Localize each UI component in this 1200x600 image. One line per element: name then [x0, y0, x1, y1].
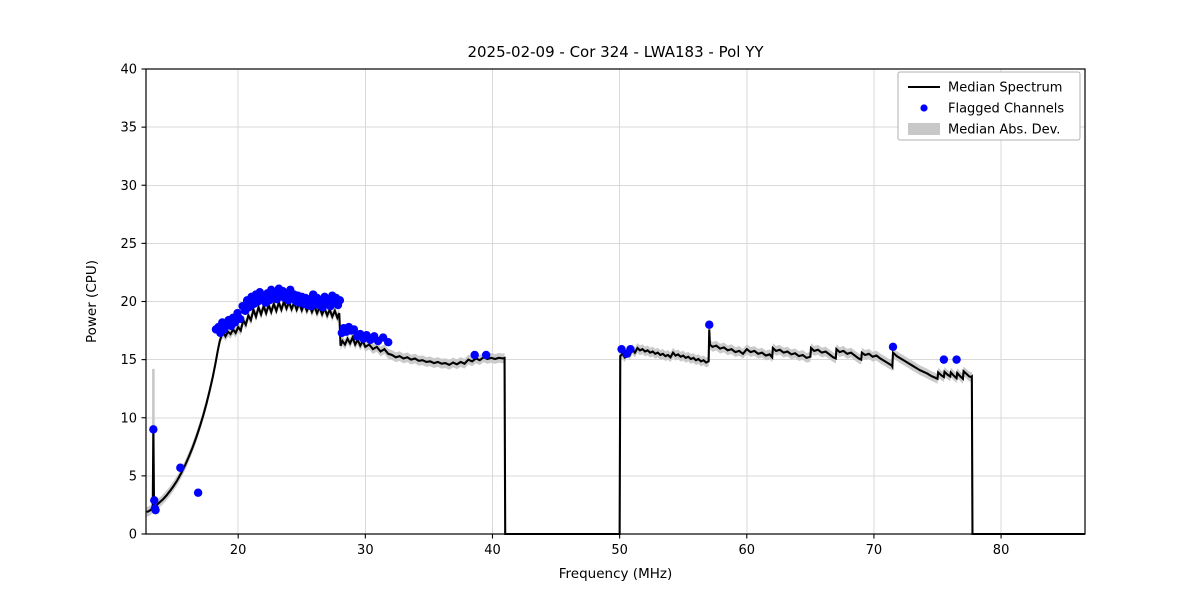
y-tick-label: 20 [120, 295, 137, 310]
legend-label: Median Spectrum [948, 81, 1062, 96]
x-tick-label: 60 [739, 543, 756, 558]
x-axis-label: Frequency (MHz) [559, 566, 672, 582]
y-axis-label: Power (CPU) [84, 260, 100, 343]
chart-legend: Median Spectrum Flagged Channels Median Ab… [897, 71, 1081, 141]
y-tick-label: 40 [120, 63, 137, 78]
flagged-channel-point [349, 325, 359, 334]
flagged-channel-point [335, 296, 345, 305]
flagged-channel-point [149, 425, 158, 434]
y-tick-label: 30 [120, 179, 137, 194]
flagged-channel-point [235, 314, 245, 324]
flagged-channel-point [626, 344, 635, 354]
flagged-channels-points [149, 284, 961, 515]
flagged-channel-point [151, 505, 160, 515]
grid-lines [146, 69, 1085, 534]
legend-marker-band [908, 123, 940, 135]
y-tick-label: 15 [120, 353, 137, 368]
flagged-channel-point [888, 342, 898, 352]
y-tick-label: 5 [129, 469, 137, 484]
legend-marker-dot [920, 104, 928, 112]
x-tick-label: 20 [230, 543, 247, 558]
x-tick-label: 40 [484, 543, 501, 558]
legend-label: Median Abs. Dev. [948, 123, 1060, 138]
flagged-channel-point [939, 355, 949, 364]
flagged-channel-point [952, 355, 961, 364]
axis-ticks: 20 30 40 50 60 70 80 0 5 10 15 20 25 30 35 40 [120, 63, 1009, 559]
x-tick-label: 30 [357, 543, 374, 558]
y-tick-label: 25 [120, 237, 137, 252]
y-tick-label: 35 [120, 121, 137, 136]
flagged-channel-point [150, 496, 159, 505]
flagged-channel-point [193, 488, 203, 497]
y-tick-label: 0 [129, 528, 137, 543]
x-tick-label: 80 [993, 543, 1010, 558]
flagged-channel-point [481, 350, 491, 360]
page-title: 2025-02-09 - Cor 324 - LWA183 - Pol YY [467, 43, 764, 61]
x-tick-label: 50 [611, 543, 628, 558]
flagged-channel-point [705, 320, 714, 329]
flagged-channel-point [470, 350, 479, 360]
x-tick-label: 70 [866, 543, 883, 558]
flagged-channel-point [384, 337, 393, 347]
y-tick-label: 10 [120, 411, 137, 426]
legend-label: Flagged Channels [948, 102, 1064, 117]
flagged-channel-point [176, 463, 185, 472]
legend-box [897, 71, 1081, 141]
